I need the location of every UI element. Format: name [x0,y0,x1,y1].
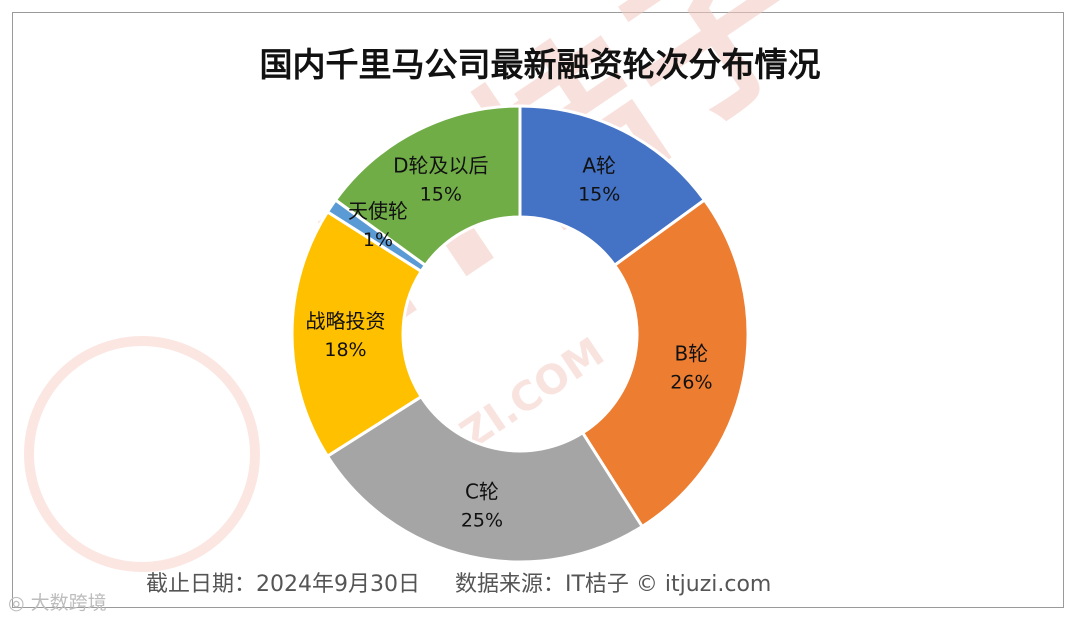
corner-watermark: ◎ 大数跨境 [8,588,107,615]
slice-category-label: 天使轮 [348,199,408,223]
slice-label-5: 天使轮 1% [348,199,408,251]
slice-value-label: 25% [461,509,503,531]
donut-slices [290,104,750,564]
slice-value-label: 15% [420,184,462,206]
slice-label-3: C轮 25% [461,479,503,531]
slice-label-4: 战略投资 18% [306,309,386,361]
donut-slice-1 [518,104,707,268]
corner-watermark-text: 大数跨境 [30,592,107,614]
slice-category-label: 战略投资 [306,309,386,333]
donut-slice-2 [580,197,750,529]
slice-value-label: 26% [670,372,712,394]
slice-value-label: 15% [578,184,620,206]
chart-frame [12,12,1064,608]
donut-slice-6 [333,104,522,268]
slice-category-label: A轮 [582,154,616,178]
slice-value-label: 18% [324,339,366,361]
slice-label-2: B轮 26% [670,342,712,394]
corner-watermark-icon: ◎ [8,592,25,614]
slice-value-label: 1% [363,229,393,251]
chart-footer: 截止日期：2024年9月30日 数据来源：IT桔子 © itjuzi.com [146,566,799,598]
footer-date: 截止日期：2024年9月30日 [146,572,420,597]
slice-category-label: C轮 [465,479,499,503]
footer-source: 数据来源：IT桔子 © itjuzi.com [454,572,772,597]
donut-slice-4 [290,209,424,459]
donut-labels: A轮 15% B轮 26% C轮 25% 战略投资 18% 天使轮 1% D轮及以后 15% [306,154,713,532]
slice-label-1: A轮 15% [578,154,620,206]
donut-slice-3 [325,394,645,564]
slice-category-label: D轮及以后 [393,154,488,178]
slice-label-6: D轮及以后 15% [393,154,488,206]
slice-category-label: B轮 [675,342,709,366]
chart-title: 国内千里马公司最新融资轮次分布情况 [259,45,821,84]
watermark-logo-icon [24,336,260,572]
